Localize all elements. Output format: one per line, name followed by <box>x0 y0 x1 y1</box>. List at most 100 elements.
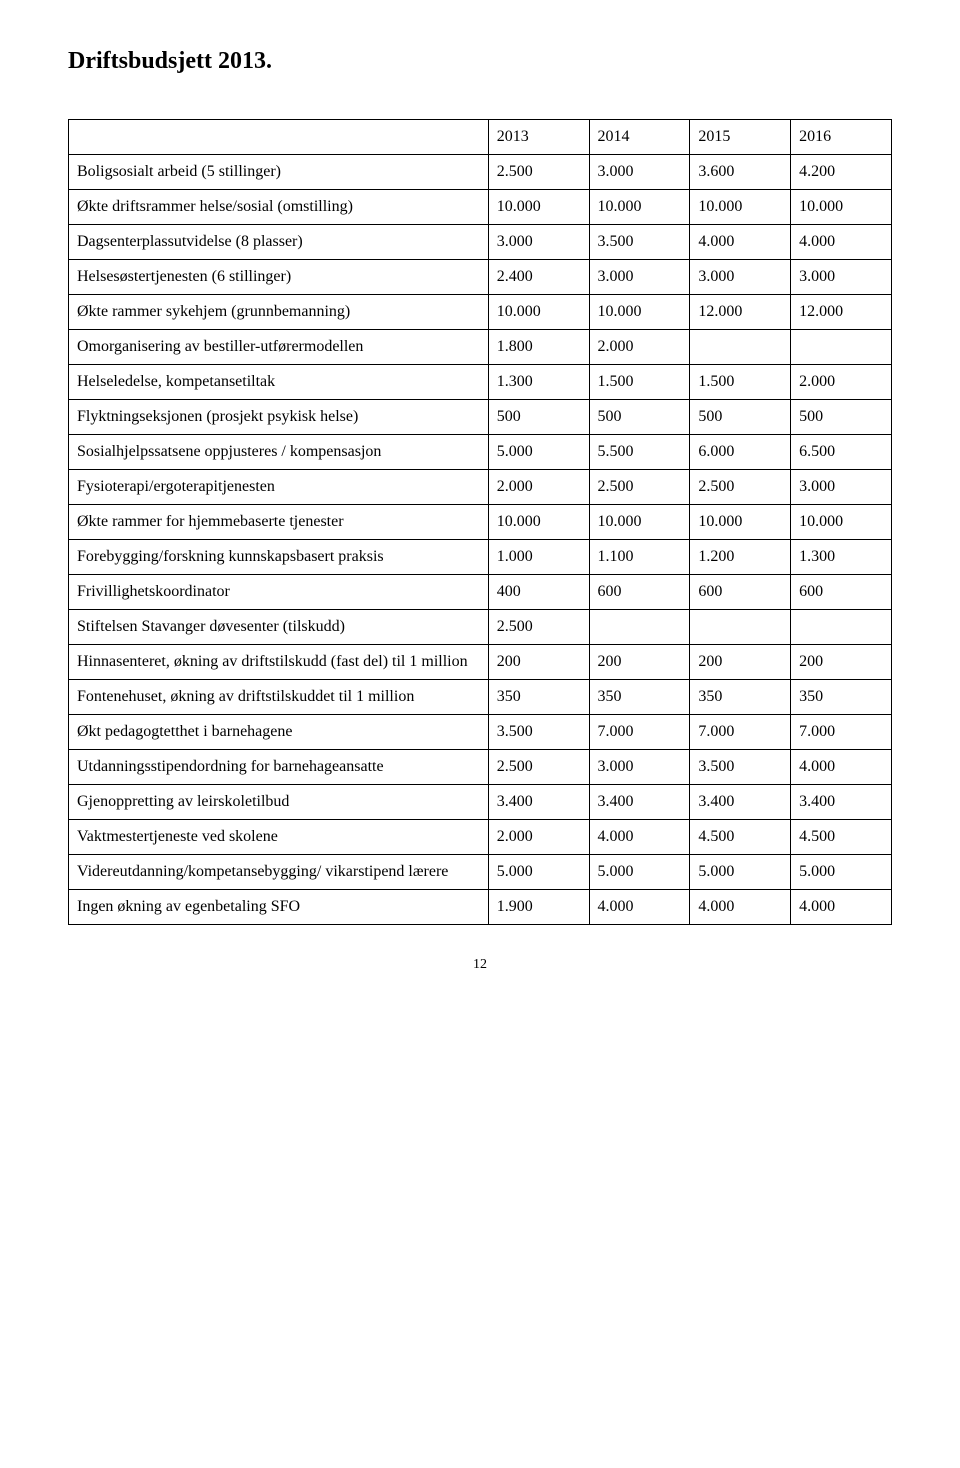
table-row: Boligsosialt arbeid (5 stillinger)2.5003… <box>69 155 892 190</box>
row-value: 3.600 <box>690 155 791 190</box>
table-row: Stiftelsen Stavanger døvesenter (tilskud… <box>69 610 892 645</box>
row-value: 10.000 <box>791 505 892 540</box>
row-value: 5.000 <box>690 855 791 890</box>
row-label: Frivillighetskoordinator <box>69 575 489 610</box>
header-cell-year: 2015 <box>690 120 791 155</box>
row-value: 7.000 <box>690 715 791 750</box>
row-value: 10.000 <box>589 505 690 540</box>
row-value: 4.200 <box>791 155 892 190</box>
row-value: 350 <box>791 680 892 715</box>
row-value: 3.400 <box>589 785 690 820</box>
row-value: 3.000 <box>589 260 690 295</box>
row-value: 350 <box>589 680 690 715</box>
row-value: 10.000 <box>589 190 690 225</box>
row-value <box>589 610 690 645</box>
row-label: Stiftelsen Stavanger døvesenter (tilskud… <box>69 610 489 645</box>
row-value: 12.000 <box>690 295 791 330</box>
row-value: 10.000 <box>791 190 892 225</box>
row-label: Videreutdanning/kompetansebygging/ vikar… <box>69 855 489 890</box>
row-value: 5.000 <box>791 855 892 890</box>
row-value: 2.400 <box>488 260 589 295</box>
row-value <box>690 330 791 365</box>
row-label: Dagsenterplassutvidelse (8 plasser) <box>69 225 489 260</box>
row-label: Fysioterapi/ergoterapitjenesten <box>69 470 489 505</box>
row-label: Økte rammer sykehjem (grunnbemanning) <box>69 295 489 330</box>
table-row: Økte rammer sykehjem (grunnbemanning)10.… <box>69 295 892 330</box>
table-row: Hinnasenteret, økning av driftstilskudd … <box>69 645 892 680</box>
table-row: Gjenoppretting av leirskoletilbud3.4003.… <box>69 785 892 820</box>
row-label: Omorganisering av bestiller-utførermodel… <box>69 330 489 365</box>
row-label: Helseledelse, kompetansetiltak <box>69 365 489 400</box>
row-label: Boligsosialt arbeid (5 stillinger) <box>69 155 489 190</box>
row-value: 2.000 <box>488 820 589 855</box>
row-label: Hinnasenteret, økning av driftstilskudd … <box>69 645 489 680</box>
row-value: 3.500 <box>690 750 791 785</box>
row-value: 4.000 <box>589 890 690 925</box>
table-row: Økt pedagogtetthet i barnehagene3.5007.0… <box>69 715 892 750</box>
row-value: 600 <box>791 575 892 610</box>
row-value: 1.000 <box>488 540 589 575</box>
row-label: Helsesøstertjenesten (6 stillinger) <box>69 260 489 295</box>
row-label: Fontenehuset, økning av driftstilskuddet… <box>69 680 489 715</box>
row-label: Økt pedagogtetthet i barnehagene <box>69 715 489 750</box>
row-value: 2.500 <box>690 470 791 505</box>
row-value: 600 <box>690 575 791 610</box>
row-label: Økte rammer for hjemmebaserte tjenester <box>69 505 489 540</box>
page-title: Driftsbudsjett 2013. <box>68 48 892 75</box>
row-value: 600 <box>589 575 690 610</box>
table-row: Utdanningsstipendordning for barnehagean… <box>69 750 892 785</box>
row-value: 10.000 <box>488 190 589 225</box>
table-row: Fysioterapi/ergoterapitjenesten2.000 2.50… <box>69 470 892 505</box>
row-label: Sosialhjelpssatsene oppjusteres / kompen… <box>69 435 489 470</box>
row-value: 4.500 <box>690 820 791 855</box>
row-value <box>690 610 791 645</box>
row-value: 5.500 <box>589 435 690 470</box>
row-value: 5.000 <box>589 855 690 890</box>
table-row: Fontenehuset, økning av driftstilskuddet… <box>69 680 892 715</box>
row-value: 3.000 <box>488 225 589 260</box>
table-row: Forebygging/forskning kunnskapsbasert pr… <box>69 540 892 575</box>
row-value: 3.400 <box>488 785 589 820</box>
row-value: 1.800 <box>488 330 589 365</box>
row-value: 3.400 <box>690 785 791 820</box>
table-row: Økte driftsrammer helse/sosial (omstilli… <box>69 190 892 225</box>
row-value: 1.500 <box>690 365 791 400</box>
row-value: 4.000 <box>690 890 791 925</box>
row-value: 3.000 <box>791 260 892 295</box>
row-label: Vaktmestertjeneste ved skolene <box>69 820 489 855</box>
row-value: 500 <box>589 400 690 435</box>
row-value: 3.500 <box>589 225 690 260</box>
row-label: Forebygging/forskning kunnskapsbasert pr… <box>69 540 489 575</box>
row-value: 10.000 <box>488 505 589 540</box>
row-value: 7.000 <box>589 715 690 750</box>
header-cell-year: 2013 <box>488 120 589 155</box>
row-value: 500 <box>690 400 791 435</box>
row-value: 6.000 <box>690 435 791 470</box>
row-value: 2.500 <box>488 155 589 190</box>
row-value: 3.000 <box>690 260 791 295</box>
row-value: 500 <box>791 400 892 435</box>
row-value: 7.000 <box>791 715 892 750</box>
table-row: Ingen økning av egenbetaling SFO1.9004.0… <box>69 890 892 925</box>
row-value: 10.000 <box>690 190 791 225</box>
row-value: 400 <box>488 575 589 610</box>
row-value: 1.900 <box>488 890 589 925</box>
row-value: 12.000 <box>791 295 892 330</box>
row-value: 2.000 <box>791 365 892 400</box>
row-label: Gjenoppretting av leirskoletilbud <box>69 785 489 820</box>
budget-table: 2013201420152016Boligsosialt arbeid (5 s… <box>68 119 892 925</box>
row-value: 4.000 <box>791 750 892 785</box>
header-cell-year: 2016 <box>791 120 892 155</box>
row-value: 2.500 <box>488 610 589 645</box>
row-value: 6.500 <box>791 435 892 470</box>
table-row: Frivillighetskoordinator400600600600 <box>69 575 892 610</box>
row-value: 3.000 <box>589 155 690 190</box>
header-cell-label <box>69 120 489 155</box>
row-value: 200 <box>690 645 791 680</box>
header-cell-year: 2014 <box>589 120 690 155</box>
row-value: 2.500 <box>488 750 589 785</box>
row-value: 4.000 <box>791 225 892 260</box>
row-value: 200 <box>488 645 589 680</box>
row-value: 2.000 <box>488 470 589 505</box>
row-value: 350 <box>690 680 791 715</box>
